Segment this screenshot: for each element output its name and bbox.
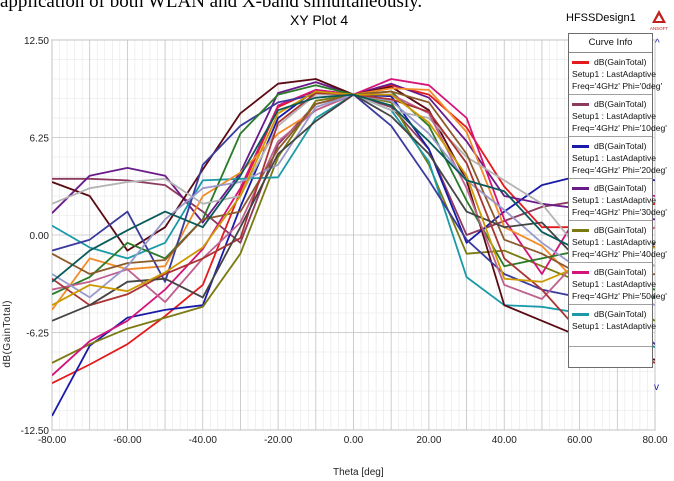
x-tick-label: -20.00 — [264, 435, 293, 446]
legend-setup: Setup1 : LastAdaptive — [572, 195, 657, 205]
legend-params: Freq='4GHz' Phi='50deg' — [572, 291, 667, 301]
x-axis-label: Theta [deg] — [333, 467, 384, 478]
ansoft-logo: ANSOFT — [650, 10, 669, 31]
x-tick-label: 40.00 — [492, 435, 517, 446]
y-tick-label: 6.25 — [30, 134, 50, 145]
legend-curve-name: dB(GainTotal) — [594, 99, 647, 109]
legend-entries: dB(GainTotal) Setup1 : LastAdaptive Freq='… — [569, 53, 667, 347]
x-tick-label: -80.00 — [38, 435, 67, 446]
x-tick-label: 0.00 — [344, 435, 364, 446]
legend-curve-name: dB(GainTotal) — [594, 225, 647, 235]
legend-entry[interactable]: dB(GainTotal) Setup1 : LastAdaptive Freq='… — [569, 137, 667, 179]
legend-params: Freq='4GHz' Phi='0deg' — [572, 81, 663, 91]
legend-swatch — [572, 228, 589, 232]
legend-entry[interactable]: dB(GainTotal) Setup1 : LastAdaptive Freq='… — [569, 95, 667, 137]
legend-params: Freq='4GHz' Phi='20deg' — [572, 165, 667, 175]
page-caption: application of both WLAN and X-band simu… — [0, 0, 423, 12]
legend-curve-name: dB(GainTotal) — [594, 141, 647, 151]
x-tick-label: 80.00 — [642, 435, 667, 446]
scroll-arrows[interactable]: ^ v — [654, 38, 660, 393]
x-tick-label: -60.00 — [113, 435, 142, 446]
series-line-19 — [52, 93, 655, 299]
legend-setup: Setup1 : LastAdaptive — [572, 321, 657, 331]
series-layer — [52, 78, 655, 417]
legend-params: Freq='4GHz' Phi='10deg' — [572, 123, 667, 133]
y-tick-label: -12.50 — [21, 426, 50, 437]
plot-title: XY Plot 4 — [290, 12, 349, 28]
legend-curve-info[interactable]: Curve Info dB(GainTotal) Setup1 : LastAda… — [568, 33, 667, 368]
legend-swatch — [572, 186, 589, 190]
x-tick-label: 60.00 — [567, 435, 592, 446]
y-tick-label: -6.25 — [26, 329, 49, 340]
legend-params: Freq='4GHz' Phi='30deg' — [572, 207, 667, 217]
scroll-up-arrow[interactable]: ^ — [655, 38, 660, 49]
legend-curve-name: dB(GainTotal) — [594, 267, 647, 277]
legend-entry[interactable]: dB(GainTotal) Setup1 : LastAdaptive Freq='… — [569, 53, 663, 95]
legend-setup: Setup1 : LastAdaptive — [572, 237, 657, 247]
legend-entry[interactable]: dB(GainTotal) Setup1 : LastAdaptive Freq='… — [569, 221, 667, 263]
legend-swatch — [572, 270, 589, 274]
legend-header: Curve Info — [569, 34, 652, 53]
x-tick-label: -40.00 — [189, 435, 218, 446]
legend-params: Freq='4GHz' Phi='40deg' — [572, 249, 667, 259]
legend-curve-name: dB(GainTotal) — [594, 309, 647, 319]
legend-swatch — [572, 312, 589, 316]
legend-setup: Setup1 : LastAdaptive — [572, 111, 657, 121]
legend-entry[interactable]: dB(GainTotal) Setup1 : LastAdaptive Freq='… — [569, 179, 667, 221]
legend-curve-name: dB(GainTotal) — [594, 57, 647, 67]
legend-entry[interactable]: dB(GainTotal) Setup1 : LastAdaptive — [569, 305, 657, 347]
legend-setup: Setup1 : LastAdaptive — [572, 279, 657, 289]
svg-text:ANSOFT: ANSOFT — [650, 26, 669, 31]
y-tick-label: 0.00 — [30, 231, 50, 242]
legend-setup: Setup1 : LastAdaptive — [572, 69, 657, 79]
legend-swatch — [572, 102, 589, 106]
tick-labels: -80.00 -60.00 -40.00 -20.00 0.00 20.00 40.00 60… — [21, 36, 668, 446]
y-axis-label: dB(GainTotal) — [2, 300, 13, 368]
legend-curve-name: dB(GainTotal) — [594, 183, 647, 193]
legend-swatch — [572, 60, 589, 64]
legend-entry[interactable]: dB(GainTotal) Setup1 : LastAdaptive Freq='… — [569, 263, 667, 305]
x-tick-label: 20.00 — [416, 435, 441, 446]
scroll-down-arrow[interactable]: v — [654, 382, 659, 393]
legend-setup: Setup1 : LastAdaptive — [572, 153, 657, 163]
design-name: HFSSDesign1 — [566, 12, 636, 24]
y-tick-label: 12.50 — [24, 36, 49, 47]
legend-swatch — [572, 144, 589, 148]
